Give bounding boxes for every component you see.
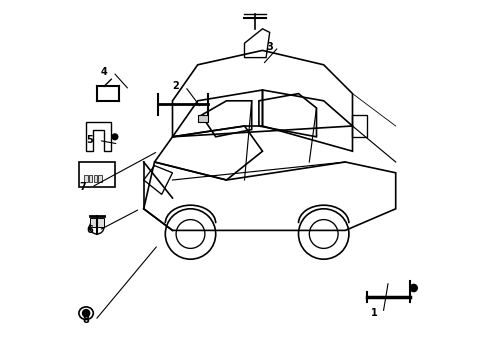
Bar xyxy=(98,175,102,182)
Circle shape xyxy=(82,310,89,317)
Text: 2: 2 xyxy=(172,81,179,91)
Text: 1: 1 xyxy=(370,308,377,318)
Bar xyxy=(94,175,97,182)
Bar xyxy=(84,175,87,182)
Text: 8: 8 xyxy=(82,315,89,325)
Text: 6: 6 xyxy=(86,225,93,235)
Text: 7: 7 xyxy=(79,182,86,192)
Circle shape xyxy=(112,134,118,140)
Text: 3: 3 xyxy=(266,42,272,52)
Bar xyxy=(89,175,92,182)
Circle shape xyxy=(409,284,416,292)
Polygon shape xyxy=(197,115,208,122)
Bar xyxy=(89,218,104,227)
Text: 4: 4 xyxy=(101,67,107,77)
Text: 5: 5 xyxy=(86,135,93,145)
